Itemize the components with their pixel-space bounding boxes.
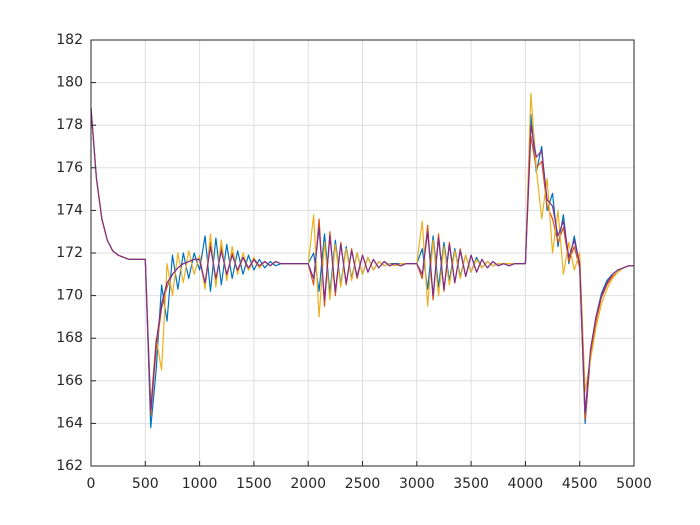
x-tick-label: 4000 <box>508 476 544 492</box>
y-tick-label: 178 <box>56 117 83 133</box>
y-tick-label: 174 <box>56 202 83 218</box>
x-tick-label: 0 <box>87 476 96 492</box>
x-tick-label: 2500 <box>345 476 381 492</box>
x-tick-label: 500 <box>132 476 159 492</box>
ticks: 0 500 1000 1500 2000 2500 3000 3500 4000 4500 5000… <box>56 32 652 492</box>
y-tick-label: 166 <box>56 373 83 389</box>
x-tick-label: 4500 <box>562 476 598 492</box>
y-tick-label: 170 <box>56 288 83 304</box>
x-tick-label: 1000 <box>182 476 218 492</box>
y-tick-label: 180 <box>56 75 83 91</box>
series-line <box>90 108 634 414</box>
y-tick-label: 168 <box>56 330 83 346</box>
y-tick-label: 182 <box>56 32 83 48</box>
x-tick-label: 1500 <box>236 476 272 492</box>
y-tick-label: 162 <box>56 458 83 474</box>
series-line <box>90 92 634 407</box>
y-tick-label: 172 <box>56 245 83 261</box>
y-tick-label: 164 <box>56 415 83 431</box>
x-tick-label: 2000 <box>290 476 326 492</box>
x-tick-label: 5000 <box>616 476 652 492</box>
y-tick-label: 176 <box>56 160 83 176</box>
x-tick-label: 3500 <box>453 476 489 492</box>
plot-lines <box>90 92 634 429</box>
x-tick-label: 3000 <box>399 476 435 492</box>
